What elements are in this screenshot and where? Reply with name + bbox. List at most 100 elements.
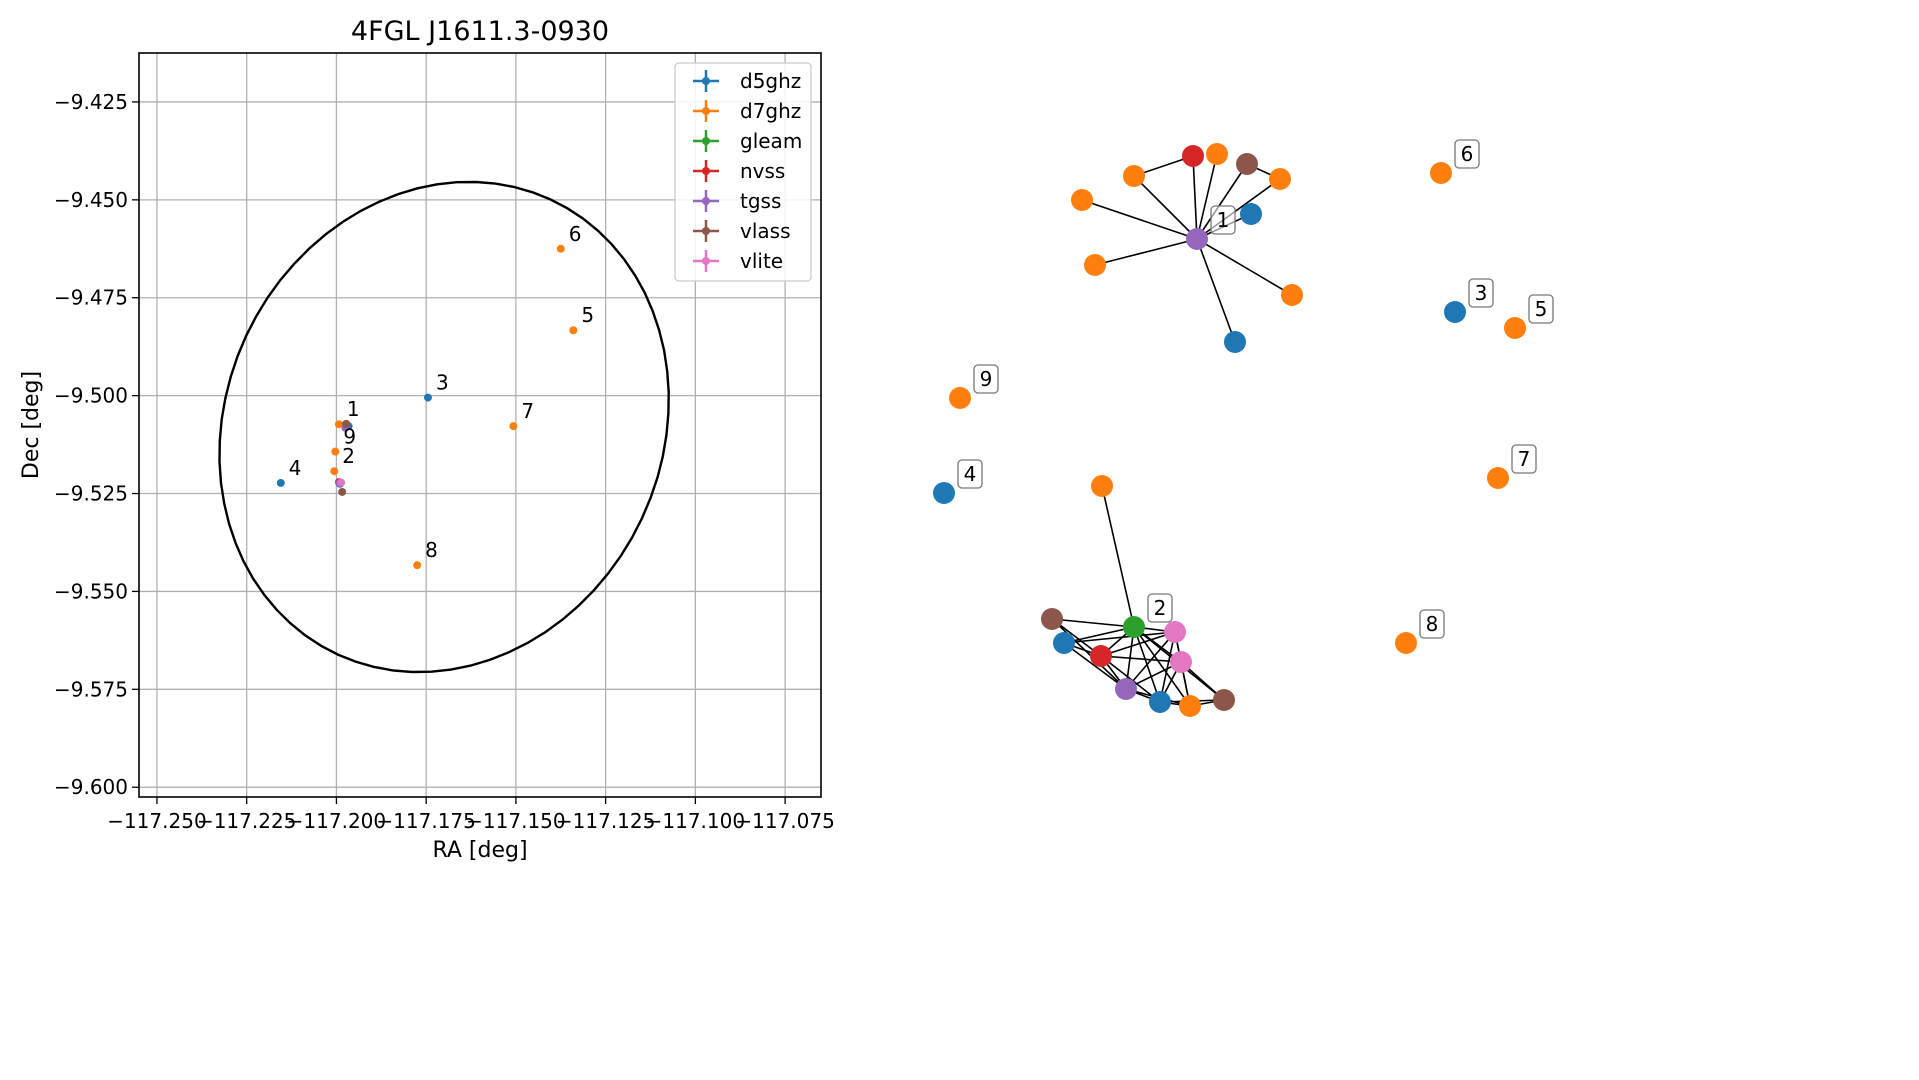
network-edge <box>1100 631 1176 657</box>
chart-title: 4FGL J1611.3-0930 <box>351 16 609 47</box>
point-d5ghz <box>423 393 432 402</box>
network-node-labels: 1 6 3 5 9 4 7 8 2 <box>957 139 1554 639</box>
legend-label-d5ghz: d5ghz <box>740 69 801 93</box>
network-edge <box>1051 618 1135 628</box>
node-label-box <box>957 459 983 489</box>
point-label: 6 <box>569 222 582 246</box>
node-label: 3 <box>1475 281 1488 305</box>
network-node <box>1213 689 1235 711</box>
network-node <box>1206 143 1228 165</box>
y-tick-label: −9.600 <box>54 775 128 799</box>
point-vlass <box>342 419 351 428</box>
point-d7ghz <box>331 447 340 456</box>
legend-label-tgss: tgss <box>740 189 781 213</box>
node-label: 2 <box>1154 596 1167 620</box>
point-label: 9 <box>343 425 356 449</box>
network-node <box>1041 608 1063 630</box>
network-edge <box>1100 655 1182 663</box>
network-node <box>1182 145 1204 167</box>
network-panel: 1 6 3 5 9 4 7 8 2 <box>933 139 1554 717</box>
node-label-box <box>1210 205 1236 235</box>
network-node <box>1395 632 1417 654</box>
network-edge <box>1081 199 1198 240</box>
network-node <box>1123 165 1145 187</box>
plot-frame <box>138 52 822 798</box>
network-edge <box>1159 631 1176 703</box>
x-tick-label: −117.150 <box>466 809 565 833</box>
network-node <box>1269 168 1291 190</box>
legend-label-nvss: nvss <box>740 159 785 183</box>
network-node <box>1091 475 1113 497</box>
legend-label-d7ghz: d7ghz <box>740 99 801 123</box>
network-edge <box>1051 618 1127 690</box>
node-label-box <box>1528 294 1554 324</box>
data-points <box>276 244 578 570</box>
point-label: 2 <box>342 444 355 468</box>
legend: d5ghz d7ghz gleam nvss tgss vlass vlite <box>674 62 812 282</box>
node-label: 8 <box>1426 612 1439 636</box>
point-d5ghz <box>276 478 285 487</box>
point-label: 5 <box>581 303 594 327</box>
point-d7ghz <box>556 244 565 253</box>
network-edge <box>1094 238 1198 266</box>
point-d7ghz <box>413 561 422 570</box>
legend-marker-gleam <box>702 137 710 145</box>
point-vlass <box>338 487 347 496</box>
x-tick-label: −117.100 <box>646 809 745 833</box>
network-edge <box>1101 485 1135 628</box>
node-label: 1 <box>1217 208 1230 232</box>
network-node <box>1164 621 1186 643</box>
network-node <box>1240 203 1262 225</box>
legend-marker-nvss <box>702 167 710 175</box>
network-edge <box>1063 631 1176 644</box>
network-node <box>1236 153 1258 175</box>
x-tick-label: −117.125 <box>556 809 655 833</box>
point-labels: 3 4 6 5 7 8 1 92 <box>289 222 594 562</box>
node-label: 7 <box>1518 447 1531 471</box>
network-node <box>1115 678 1137 700</box>
network-edge <box>1063 642 1127 690</box>
point-d7ghz <box>330 467 339 476</box>
legend-marker-d7ghz <box>702 107 710 115</box>
network-node <box>1504 317 1526 339</box>
y-axis-label: Dec [deg] <box>19 371 44 479</box>
legend-marker-vlite <box>702 257 710 265</box>
error-ellipse-layer <box>218 180 670 674</box>
y-tick-label: −9.450 <box>54 188 128 212</box>
legend-marker-vlass <box>702 227 710 235</box>
point-label: 7 <box>521 399 534 423</box>
point-d7ghz <box>509 422 518 431</box>
legend-label-vlass: vlass <box>740 219 791 243</box>
node-label: 9 <box>980 367 993 391</box>
y-tick-label: −9.500 <box>54 384 128 408</box>
point-label: 4 <box>289 456 302 480</box>
node-label: 6 <box>1461 142 1474 166</box>
node-label: 5 <box>1535 297 1548 321</box>
point-vlite <box>337 478 346 487</box>
network-edge <box>1196 163 1248 240</box>
network-node <box>1071 189 1093 211</box>
network-edge <box>1196 238 1236 343</box>
y-tick-label: −9.475 <box>54 286 128 310</box>
network-edge <box>1196 153 1218 240</box>
node-label-box <box>1468 278 1494 308</box>
network-node <box>1123 616 1145 638</box>
point-label: 1 <box>347 397 360 421</box>
network-node <box>1170 651 1192 673</box>
network-node <box>1179 695 1201 717</box>
node-label-box <box>1454 139 1480 169</box>
network-edge <box>1192 155 1198 240</box>
node-label-box <box>1147 593 1173 623</box>
network-node <box>1487 467 1509 489</box>
legend-label-vlite: vlite <box>740 249 783 273</box>
legend-marker-tgss <box>702 197 710 205</box>
legend-marker-d5ghz <box>702 77 710 85</box>
node-label-box <box>1419 609 1445 639</box>
point-d7ghz <box>569 326 578 335</box>
legend-label-gleam: gleam <box>740 129 802 153</box>
x-tick-label: −117.200 <box>287 809 386 833</box>
legend-box <box>674 62 812 282</box>
network-node <box>933 482 955 504</box>
network-node <box>1224 331 1246 353</box>
